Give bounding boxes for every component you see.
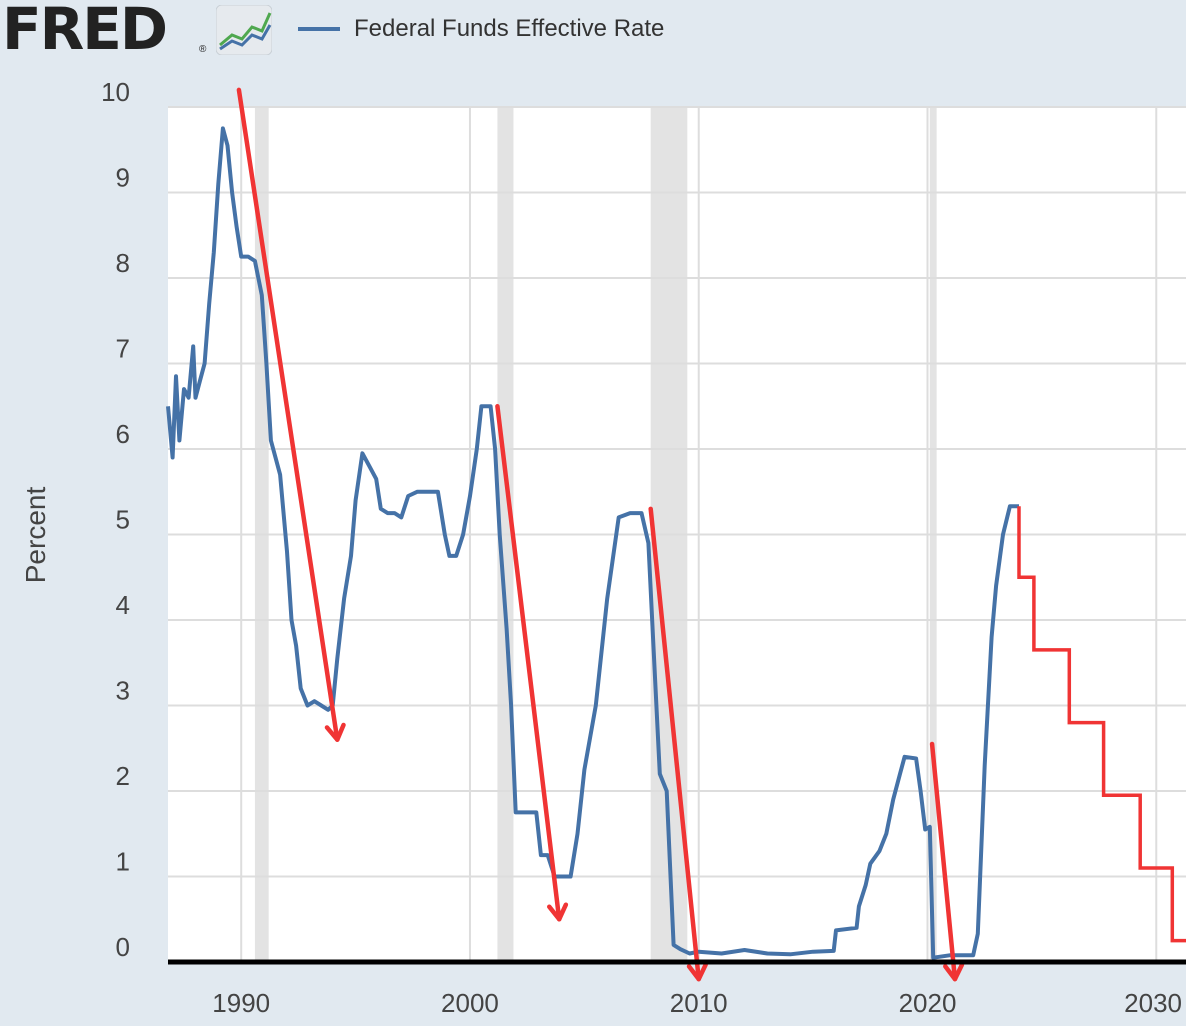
chart-header: FRED ® Federal Funds Effective Rate <box>0 0 1186 63</box>
registered-mark: ® <box>199 44 207 55</box>
arrow-shaft <box>236 87 340 742</box>
down-arrow-icon <box>648 506 708 982</box>
arrow-shaft <box>929 741 958 982</box>
arrow-head <box>324 722 346 742</box>
x-tick-label: 1990 <box>212 988 270 1018</box>
y-tick-label: 4 <box>116 590 130 620</box>
projection-step-line <box>1017 506 1186 943</box>
y-tick-label: 6 <box>116 419 130 449</box>
y-tick-label: 3 <box>116 676 130 706</box>
fred-logo: FRED <box>2 0 168 63</box>
arrow-head <box>686 962 708 982</box>
arrow-head <box>943 962 965 982</box>
y-tick-label: 9 <box>116 163 130 193</box>
down-arrow-icon <box>495 404 569 922</box>
annotation-layer <box>236 87 965 982</box>
x-tick-label: 2020 <box>899 988 957 1018</box>
down-arrow-icon <box>929 741 965 982</box>
down-arrow-icon <box>236 87 346 742</box>
arrow-shaft <box>648 506 701 982</box>
y-tick-label: 7 <box>116 334 130 364</box>
y-tick-label: 8 <box>116 248 130 278</box>
x-tick-label: 2030 <box>1124 988 1182 1018</box>
legend-label: Federal Funds Effective Rate <box>354 15 665 42</box>
x-tick-label: 2000 <box>441 988 499 1018</box>
y-tick-label: 10 <box>101 77 130 107</box>
arrow-shaft <box>495 404 562 922</box>
y-axis-title: Percent <box>20 487 51 584</box>
series-line-federal-funds-rate <box>166 126 1019 960</box>
y-tick-label: 1 <box>116 847 130 877</box>
x-tick-label: 2010 <box>670 988 728 1018</box>
arrow-head <box>547 902 569 922</box>
y-tick-label: 0 <box>116 932 130 962</box>
legend-swatch <box>298 27 340 31</box>
x-axis-ticks: 1990 2000 2010 2020 2030 <box>212 988 1182 1018</box>
y-tick-label: 5 <box>116 505 130 535</box>
y-axis-ticks: 0 1 2 3 4 5 6 7 8 9 10 <box>101 77 130 962</box>
series-layer <box>166 126 1186 960</box>
line-chart-icon <box>216 5 272 55</box>
y-tick-label: 2 <box>116 761 130 791</box>
